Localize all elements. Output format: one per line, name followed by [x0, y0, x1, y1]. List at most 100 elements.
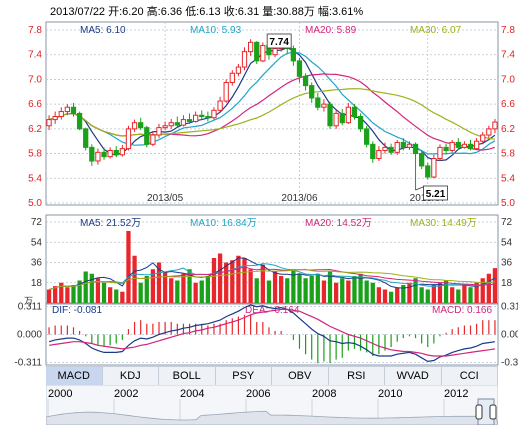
candle-body — [89, 146, 95, 162]
candle-body — [186, 119, 193, 122]
timeline-year-label: 2010 — [378, 388, 402, 400]
volume-tick-right: 72 — [501, 217, 513, 228]
macd-tick-left: 0.311 — [18, 302, 43, 313]
volume-bar — [59, 282, 64, 303]
volume-bar — [340, 278, 345, 303]
indicator-tabs: MACD KDJ BOLL PSY OBV RSI WVAD CCI — [46, 366, 498, 386]
candle-body — [156, 127, 162, 136]
tab-psy[interactable]: PSY — [216, 367, 272, 385]
volume-bar — [358, 273, 363, 303]
volume-bar — [65, 287, 70, 303]
volume-bar — [401, 285, 406, 303]
tab-macd[interactable]: MACD — [46, 367, 103, 385]
candle-body — [388, 146, 394, 153]
candle-body — [425, 165, 431, 178]
price-tick-left: 7.0 — [28, 74, 42, 85]
volume-bar — [364, 280, 369, 303]
quote-header: 2013/07/22 开:6.20 高:6.36 低:6.13 收:6.31 量… — [50, 3, 363, 19]
candle-body — [125, 128, 132, 150]
candle-body — [150, 134, 156, 145]
price-tick-left: 5.8 — [28, 149, 42, 160]
volume-bar — [53, 286, 58, 303]
quote-volume: 量:30.88万 — [262, 6, 315, 18]
candle-body — [180, 119, 187, 126]
macd-dif-line — [48, 304, 495, 363]
tab-boll[interactable]: BOLL — [159, 367, 216, 385]
candle-body — [46, 119, 52, 127]
candle-body — [58, 111, 64, 118]
volume-bar — [169, 278, 174, 303]
candle-body — [76, 112, 83, 130]
volume-bar — [297, 273, 302, 303]
volume-bar — [480, 278, 485, 303]
candle-body — [174, 122, 180, 126]
volume-bar — [352, 276, 357, 303]
volume-tick-left: 18 — [31, 278, 43, 289]
candle-body — [492, 121, 498, 130]
volume-bar — [279, 276, 284, 303]
tab-wvad[interactable]: WVAD — [385, 367, 442, 385]
quote-close: 收:6.31 — [223, 6, 260, 18]
candle-body — [419, 153, 425, 167]
volume-bar — [162, 271, 168, 303]
macd-tick-left: -0.311 — [14, 357, 42, 366]
volume-bar — [395, 287, 400, 303]
candle-body — [339, 112, 345, 124]
volume-bar — [413, 278, 418, 303]
candle-body — [113, 149, 119, 156]
volume-bar — [101, 282, 107, 303]
volume-legend-item: MA30: 14.49万 — [410, 218, 477, 229]
volume-bar — [83, 271, 88, 303]
candle-body — [406, 143, 413, 148]
candle-body — [131, 122, 138, 130]
candle-body — [321, 103, 327, 108]
quote-high: 高:6.36 — [146, 6, 183, 18]
macd-dea-line — [49, 308, 495, 357]
volume-bar — [193, 282, 198, 303]
volume-tick-right: 18 — [501, 278, 513, 289]
price-panel: 7.8 7.8 7.4 7.4 7.0 7.0 6.6 6.6 6.2 6.2 5.8 5.8 5.4 5… — [28, 21, 515, 209]
candle-body — [101, 151, 107, 158]
price-tick-right: 5.0 — [501, 198, 515, 209]
candle-body — [473, 140, 480, 150]
volume-legend-item: MA10: 16.84万 — [190, 218, 257, 229]
price-tick-left: 5.4 — [28, 173, 42, 184]
price-tick-left: 7.4 — [28, 50, 42, 61]
candle-body — [229, 72, 235, 84]
price-ma30-line — [48, 88, 495, 140]
candle-body — [412, 143, 419, 155]
volume-ma30-line — [48, 268, 495, 290]
tab-rsi[interactable]: RSI — [329, 367, 385, 385]
volume-bar — [272, 271, 278, 303]
tab-obv[interactable]: OBV — [272, 367, 329, 385]
candle-body — [327, 103, 333, 127]
candle-body — [486, 128, 492, 136]
candle-body — [83, 128, 89, 148]
volume-bar — [382, 289, 388, 303]
timeline-navigator[interactable]: 2000 2002 2004 2006 2008 2010 2012 — [46, 385, 498, 425]
volume-bar — [450, 287, 455, 303]
candle-body — [193, 114, 199, 122]
volume-ma10-line — [48, 263, 496, 290]
volume-bar — [126, 231, 131, 303]
macd-tick-right: -0.311 — [501, 357, 518, 366]
tab-cci[interactable]: CCI — [442, 367, 498, 385]
candle-body — [357, 116, 364, 130]
candle-body — [254, 41, 260, 62]
candle-body — [64, 106, 71, 113]
candle-body — [467, 143, 474, 150]
quote-date: 2013/07/22 — [50, 6, 106, 18]
price-tick-right: 6.2 — [501, 124, 515, 135]
candle-body — [400, 141, 406, 148]
tab-kdj[interactable]: KDJ — [103, 367, 159, 385]
volume-bar — [425, 289, 430, 303]
volume-bar — [285, 278, 290, 303]
stock-chart[interactable]: 7.8 7.8 7.4 7.4 7.0 7.0 6.6 6.6 6.2 6.2 5.8 5.8 5.4 5… — [0, 0, 518, 366]
volume-bar — [144, 276, 149, 303]
volume-bar — [120, 291, 125, 303]
timeline-overview-area — [46, 410, 498, 425]
candle-body — [205, 116, 211, 119]
volume-bar — [248, 269, 253, 303]
candle-body — [199, 114, 205, 117]
candle-body — [370, 143, 376, 160]
